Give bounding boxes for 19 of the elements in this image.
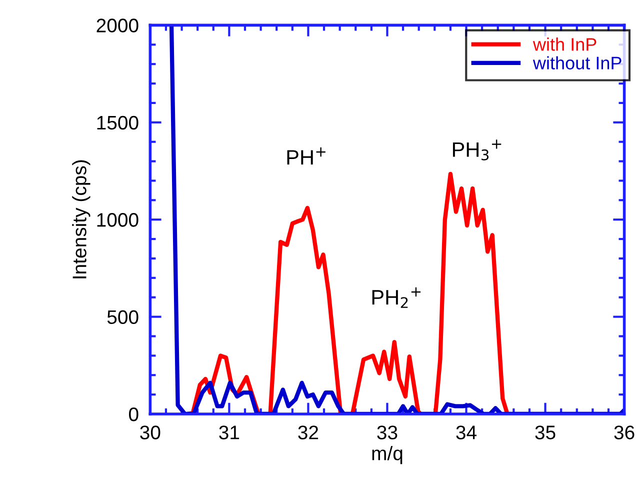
legend-label: without InP bbox=[532, 56, 622, 70]
x-tick-label: 34 bbox=[456, 426, 477, 440]
x-tick-label: 35 bbox=[535, 426, 556, 440]
x-tick-label: 32 bbox=[298, 426, 318, 440]
y-tick-label: 0 bbox=[129, 407, 138, 422]
y-axis-title: Intensity (cps) bbox=[72, 160, 90, 278]
annotation: PH$_{2}$$^{+}$ bbox=[372, 287, 421, 308]
x-tick-label: 33 bbox=[377, 426, 398, 440]
x-tick-label: 30 bbox=[140, 426, 160, 440]
x-tick-label: 31 bbox=[219, 426, 240, 440]
legend-label: with InP bbox=[532, 38, 596, 51]
y-tick-label: 1000 bbox=[97, 213, 138, 227]
annotation: PH$^{+}$ bbox=[287, 147, 326, 165]
x-tick-label: 36 bbox=[614, 426, 634, 440]
y-tick-label: 500 bbox=[107, 310, 138, 324]
x-axis-title: m/q bbox=[372, 446, 402, 464]
y-tick-label: 2000 bbox=[96, 18, 138, 32]
y-tick-label: 1500 bbox=[97, 116, 138, 130]
annotation: PH$_{3}$$^{+}$ bbox=[452, 140, 502, 160]
